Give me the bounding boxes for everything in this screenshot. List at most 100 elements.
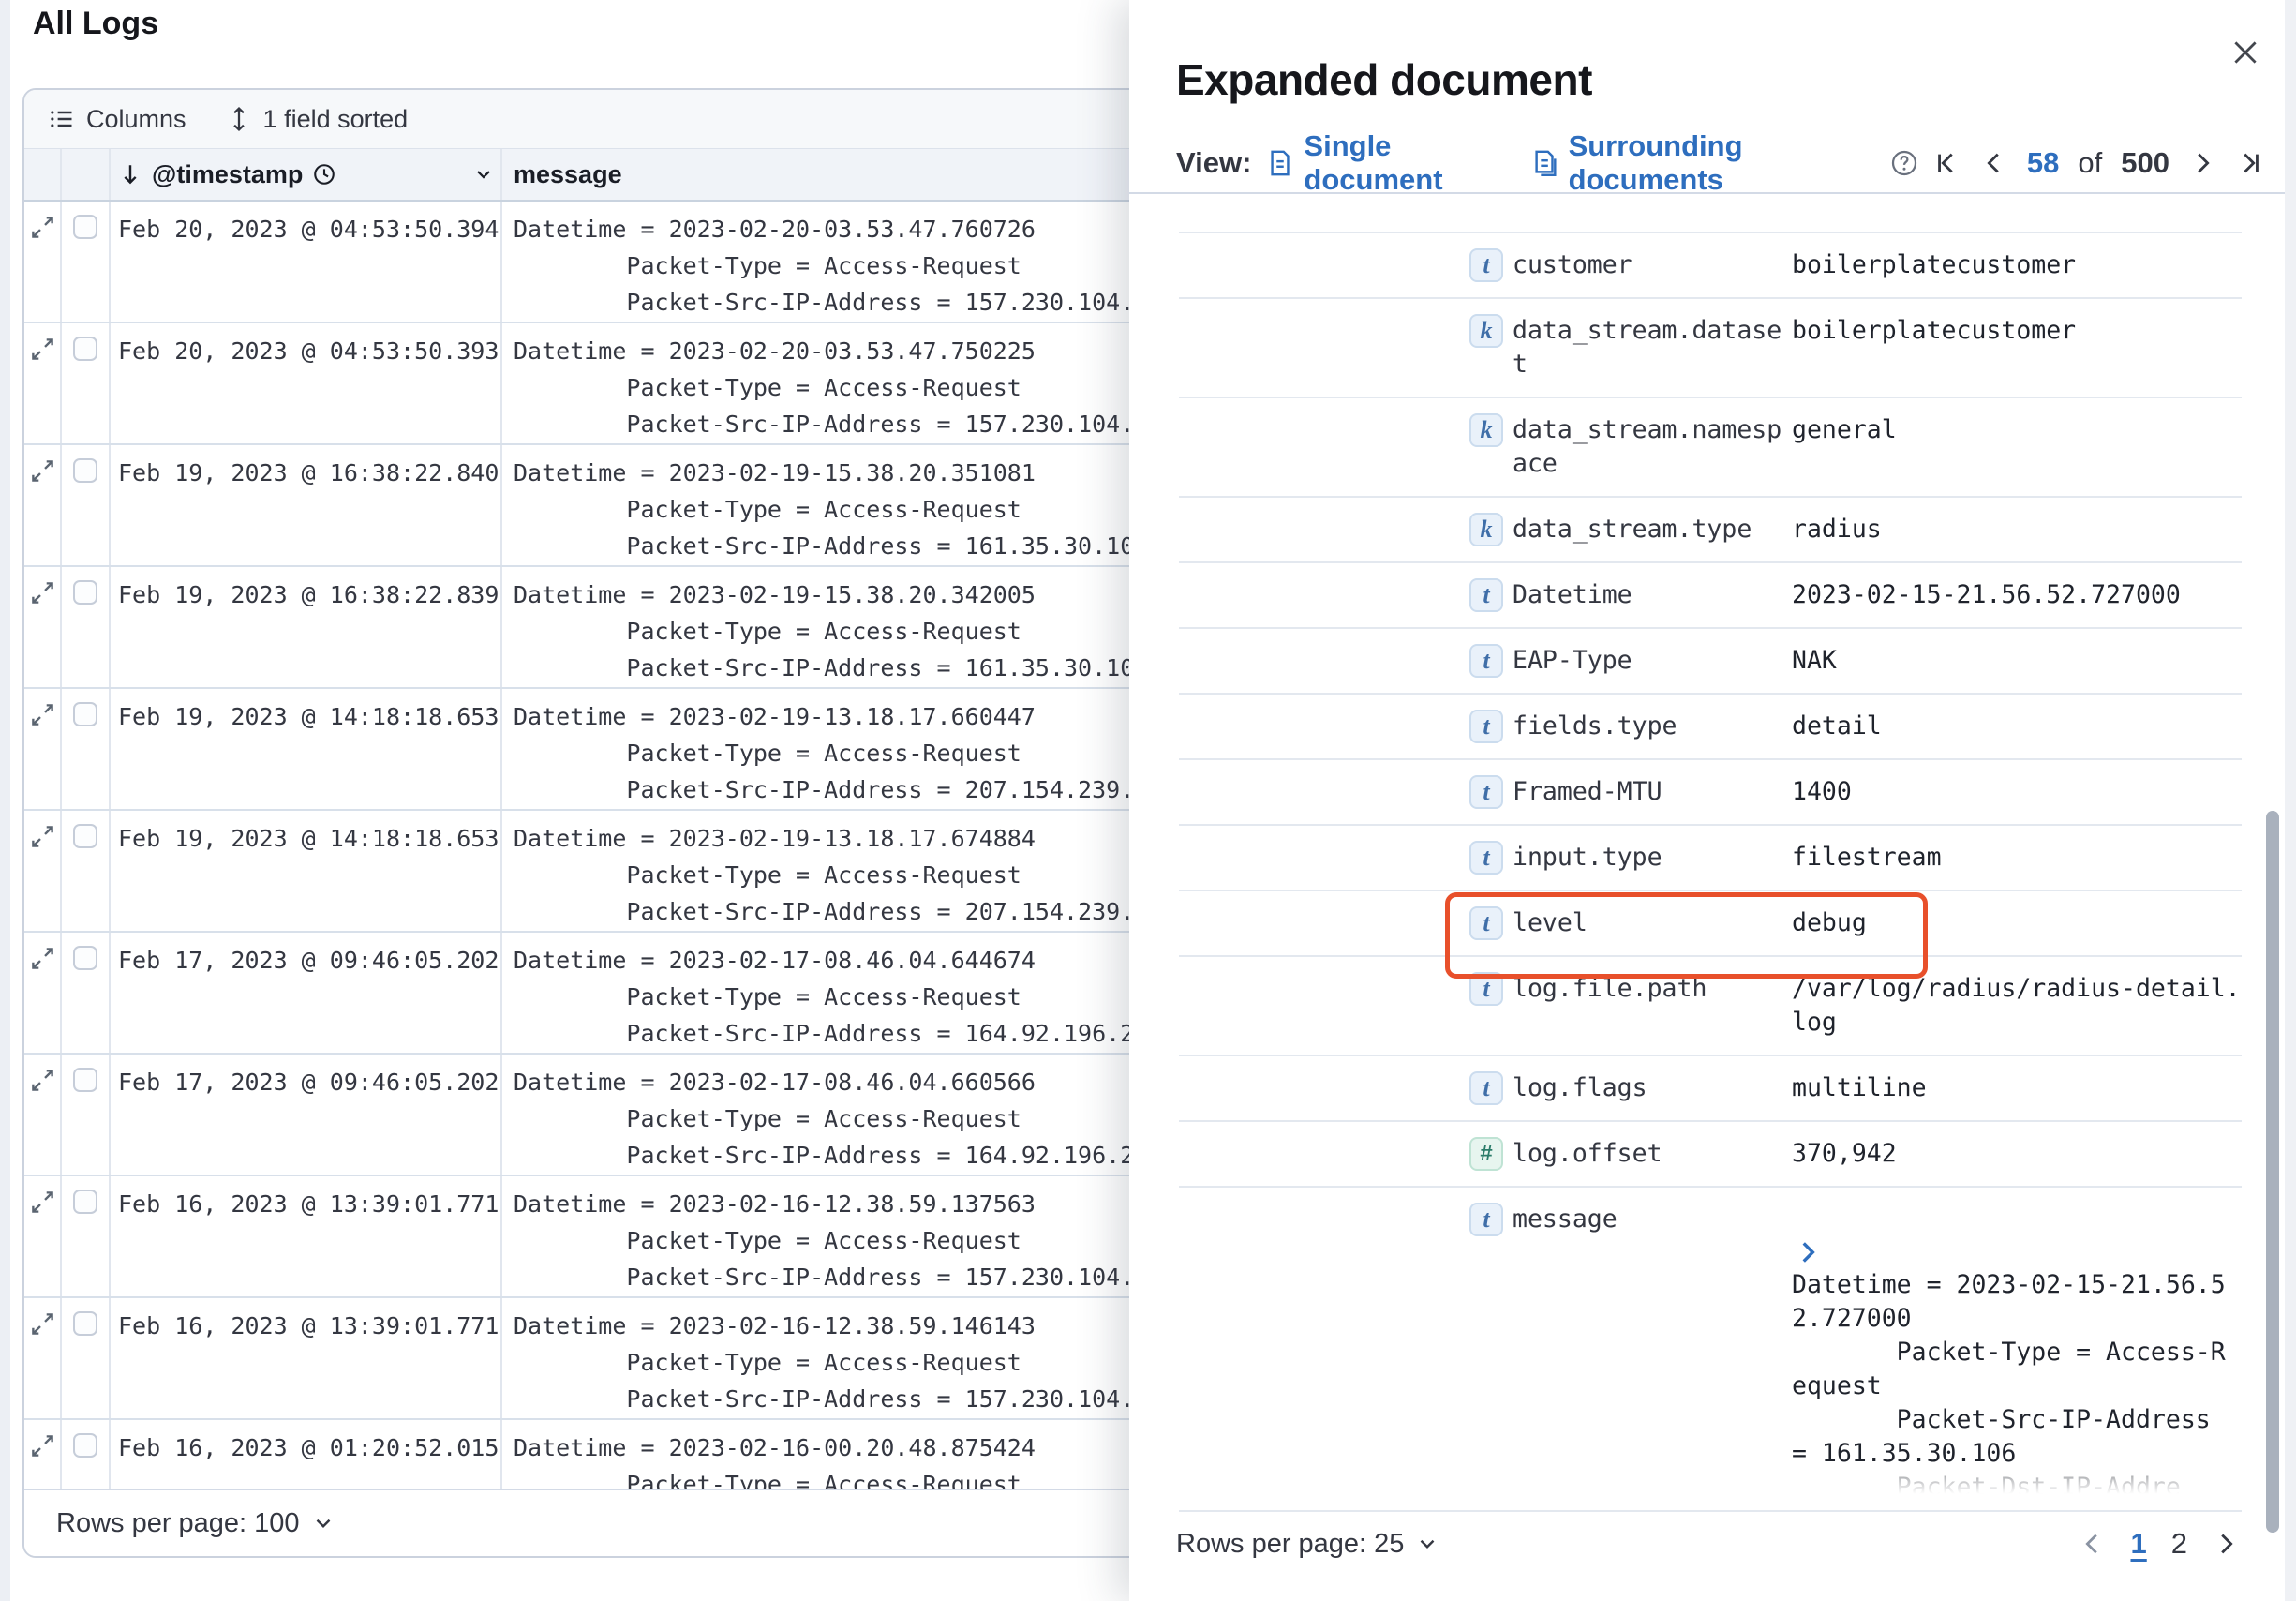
message-value-text: Datetime = 2023-02-15-21.56.5 2.727000 P… <box>1792 1270 2226 1468</box>
field-name: data_stream.dataset <box>1513 316 1782 379</box>
field-type-keyword-icon: k <box>1469 413 1503 447</box>
surrounding-documents-link[interactable]: Surrounding documents <box>1531 129 1875 197</box>
sort-descending-icon <box>118 162 142 187</box>
expand-row-icon[interactable] <box>30 1068 55 1175</box>
message-header-label: message <box>514 159 622 188</box>
field-name: log.file.path <box>1513 974 1707 1003</box>
field-row: t customer boilerplatecustomer <box>1179 233 2242 299</box>
row-timestamp: Feb 17, 2023 @ 09:46:05.202 <box>111 1055 502 1175</box>
field-type-string-icon: t <box>1469 841 1503 875</box>
surrounding-documents-label: Surrounding documents <box>1568 129 1743 196</box>
field-type-keyword-icon: k <box>1469 513 1503 546</box>
expand-row-icon[interactable] <box>30 215 55 322</box>
field-value: /var/log/radius/radius-detail.log <box>1792 974 2241 1037</box>
field-type-string-icon: t <box>1469 1071 1503 1105</box>
field-row: t EAP-Type NAK <box>1179 629 2242 695</box>
row-checkbox[interactable] <box>73 337 97 361</box>
flyout-rows-per-page-selector[interactable]: Rows per page: 25 <box>1176 1529 1439 1560</box>
expand-message-chevron-icon[interactable] <box>1792 1236 2242 1268</box>
field-row: t log.file.path /var/log/radius/radius-de… <box>1179 957 2242 1056</box>
expand-row-icon[interactable] <box>30 1190 55 1296</box>
field-row-level: t level debug <box>1179 891 2242 957</box>
row-message: Datetime = 2023-02-19-15.38.20.342005 Pa… <box>514 581 1163 681</box>
field-name: data_stream.namespace <box>1513 415 1782 478</box>
sort-updown-icon <box>226 106 252 132</box>
field-type-string-icon: t <box>1469 710 1503 743</box>
field-value: multiline <box>1792 1073 1927 1102</box>
field-name: log.offset <box>1513 1139 1662 1168</box>
expand-row-icon[interactable] <box>30 702 55 809</box>
page-2-button[interactable]: 2 <box>2170 1527 2187 1560</box>
row-message: Datetime = 2023-02-20-03.53.47.760726 Pa… <box>514 216 1163 316</box>
expand-row-icon[interactable] <box>30 458 55 565</box>
row-timestamp: Feb 20, 2023 @ 04:53:50.394 <box>111 202 502 322</box>
row-checkbox[interactable] <box>73 215 97 239</box>
close-flyout-button[interactable] <box>2227 34 2264 71</box>
flyout-footer: Rows per page: 25 1 2 <box>1176 1511 2240 1577</box>
row-checkbox[interactable] <box>73 458 97 483</box>
columns-list-icon <box>49 106 75 132</box>
sort-fields-button[interactable]: 1 field sorted <box>213 97 422 142</box>
clock-icon <box>312 162 336 187</box>
row-checkbox[interactable] <box>73 1190 97 1214</box>
view-row: View: Single document <box>1176 129 2263 197</box>
help-icon[interactable] <box>1890 149 1918 177</box>
field-row: t Framed-MTU 1400 <box>1179 760 2242 826</box>
field-type-string-icon: t <box>1469 644 1503 678</box>
expand-row-icon[interactable] <box>30 1311 55 1418</box>
flyout-scrollbar-thumb[interactable] <box>2266 811 2279 1533</box>
page-1-button[interactable]: 1 <box>2130 1527 2147 1560</box>
field-type-string-icon: t <box>1469 578 1503 612</box>
row-timestamp: Feb 17, 2023 @ 09:46:05.202 <box>111 933 502 1053</box>
left-edge-strip <box>0 0 10 1601</box>
single-document-link[interactable]: Single document <box>1266 129 1515 197</box>
expand-row-icon[interactable] <box>30 337 55 443</box>
row-checkbox[interactable] <box>73 580 97 605</box>
field-name: customer <box>1513 250 1633 279</box>
message-value-faded-text: Packet-Dst-IP-Addre <box>1792 1473 2181 1495</box>
field-type-string-icon: t <box>1469 775 1503 809</box>
page-scrollbar-track[interactable] <box>2285 0 2296 1601</box>
timestamp-column-header[interactable]: @timestamp <box>111 149 502 200</box>
row-timestamp: Feb 16, 2023 @ 01:20:52.015 <box>111 1420 502 1540</box>
flyout-rows-per-page-label: Rows per page: 25 <box>1176 1528 1405 1559</box>
single-document-label: Single document <box>1304 129 1443 196</box>
expand-row-icon[interactable] <box>30 824 55 931</box>
columns-button[interactable]: Columns <box>36 97 200 142</box>
previous-page-icon[interactable] <box>2079 1530 2107 1558</box>
field-name: EAP-Type <box>1513 646 1633 675</box>
field-value-message: Datetime = 2023-02-15-21.56.5 2.727000 P… <box>1792 1203 2242 1495</box>
row-timestamp: Feb 19, 2023 @ 14:18:18.653 <box>111 811 502 931</box>
expand-row-icon[interactable] <box>30 580 55 687</box>
row-checkbox[interactable] <box>73 702 97 726</box>
next-document-icon[interactable] <box>2188 149 2216 177</box>
expand-row-icon[interactable] <box>30 946 55 1053</box>
row-timestamp: Feb 16, 2023 @ 13:39:01.771 <box>111 1298 502 1418</box>
documents-stack-icon <box>1531 149 1559 177</box>
row-checkbox[interactable] <box>73 946 97 970</box>
timestamp-header-menu-chevron[interactable] <box>472 163 495 186</box>
field-name: level <box>1513 908 1588 937</box>
field-row: k data_stream.namespace general <box>1179 398 2242 498</box>
field-name: message <box>1513 1204 1618 1234</box>
row-message: Datetime = 2023-02-19-13.18.17.660447 Pa… <box>514 703 1163 803</box>
row-checkbox[interactable] <box>73 1068 97 1092</box>
first-document-icon[interactable] <box>1933 149 1961 177</box>
field-value: detail <box>1792 711 1882 741</box>
expand-row-icon[interactable] <box>30 1433 55 1540</box>
field-type-string-icon: t <box>1469 972 1503 1006</box>
row-checkbox[interactable] <box>73 824 97 848</box>
last-document-icon[interactable] <box>2235 149 2263 177</box>
field-row: t input.type filestream <box>1179 826 2242 891</box>
row-message: Datetime = 2023-02-17-08.46.04.660566 Pa… <box>514 1069 1163 1169</box>
message-column-header[interactable]: message <box>502 149 2251 200</box>
document-icon <box>1266 149 1294 177</box>
field-row: t fields.type detail <box>1179 695 2242 760</box>
next-page-icon[interactable] <box>2212 1530 2240 1558</box>
rows-per-page-selector[interactable]: Rows per page: 100 <box>56 1508 335 1539</box>
row-checkbox[interactable] <box>73 1311 97 1336</box>
row-checkbox[interactable] <box>73 1433 97 1458</box>
field-type-keyword-icon: k <box>1469 314 1503 348</box>
field-name: data_stream.type <box>1513 515 1752 544</box>
previous-document-icon[interactable] <box>1980 149 2008 177</box>
